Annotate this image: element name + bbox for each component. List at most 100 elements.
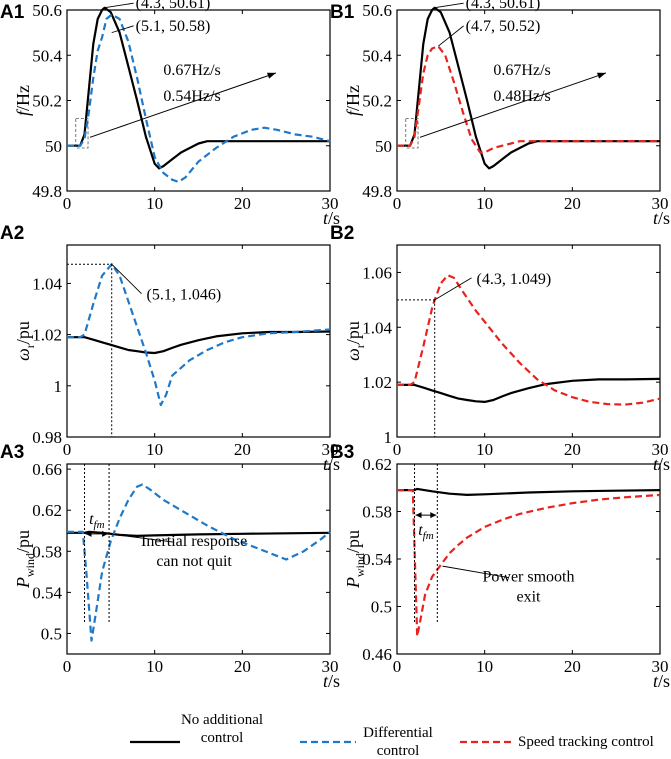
x-axis-label: t/s bbox=[653, 671, 670, 691]
series-line-none bbox=[67, 530, 331, 538]
series-line-speed bbox=[397, 45, 660, 154]
tfm-arrow-head bbox=[85, 530, 92, 537]
zoom-box bbox=[405, 118, 419, 149]
x-tick-label: 30 bbox=[322, 194, 339, 213]
x-tick-label: 10 bbox=[146, 657, 163, 676]
y-tick-label: 1 bbox=[54, 377, 63, 396]
callout-label: Power smooth bbox=[483, 569, 575, 586]
leader-line bbox=[111, 25, 134, 34]
tfm-arrow-head bbox=[430, 512, 437, 519]
rate-label: 0.48Hz/s bbox=[493, 88, 550, 105]
y-tick-label: 1.04 bbox=[32, 274, 62, 293]
y-tick-label: 50.6 bbox=[362, 1, 392, 20]
x-axis-label: t/s bbox=[323, 671, 340, 691]
x-tick-label: 10 bbox=[476, 194, 493, 213]
series-line-speed bbox=[397, 274, 661, 406]
x-tick-label: 0 bbox=[393, 440, 402, 459]
series-line-diff bbox=[67, 263, 331, 407]
x-tick-label: 30 bbox=[322, 440, 339, 459]
rate-arrow bbox=[419, 72, 607, 138]
y-tick-label: 0.66 bbox=[32, 460, 62, 479]
y-axis-label: ωr/pu bbox=[343, 321, 367, 361]
y-tick-label: 1 bbox=[384, 428, 393, 447]
x-tick-label: 20 bbox=[564, 657, 581, 676]
x-tick-label: 20 bbox=[564, 440, 581, 459]
panel-a3: 0 10 20 30 0.5 0.54 0.58 0.62 0.66 t/s Pwind/pu A3 t… bbox=[0, 442, 340, 691]
series-line-none bbox=[397, 487, 661, 496]
x-tick-label: 30 bbox=[652, 657, 669, 676]
y-tick-label: 50.2 bbox=[32, 92, 62, 111]
x-tick-label: 0 bbox=[393, 194, 402, 213]
x-tick-label: 10 bbox=[476, 657, 493, 676]
panel-label: A1 bbox=[0, 2, 25, 23]
leader-line bbox=[437, 25, 464, 47]
x-tick-label: 20 bbox=[234, 194, 251, 213]
x-tick-label: 30 bbox=[322, 657, 339, 676]
y-tick-label: 50.4 bbox=[32, 46, 62, 65]
zoom-box bbox=[75, 118, 89, 149]
series-line-speed bbox=[397, 489, 661, 638]
y-tick-label: 50 bbox=[45, 137, 62, 156]
rate-arrow bbox=[89, 72, 277, 138]
x-axis-label: t/s bbox=[653, 208, 670, 228]
legend-label: Differential bbox=[363, 725, 433, 741]
panel-b1: 0 10 20 30 49.8 50 50.2 50.4 50.6 t/s f/Hz B1 (4.3, … bbox=[330, 0, 670, 228]
y-tick-label: 0.5 bbox=[371, 598, 392, 617]
series-line-diff bbox=[67, 483, 331, 642]
series-line-none bbox=[397, 377, 661, 403]
y-tick-label: 0.98 bbox=[32, 428, 62, 447]
leader-line bbox=[104, 2, 134, 9]
x-tick-label: 10 bbox=[476, 440, 493, 459]
x-tick-label: 0 bbox=[63, 194, 72, 213]
y-tick-label: 0.58 bbox=[32, 542, 62, 561]
series-line-diff bbox=[67, 13, 331, 183]
y-tick-label: 0.5 bbox=[41, 624, 62, 643]
x-axis-label: t/s bbox=[323, 208, 340, 228]
legend: No additional control Differential control S… bbox=[130, 712, 654, 759]
rate-arrow-head bbox=[267, 72, 277, 79]
y-axis-label: f/Hz bbox=[13, 85, 33, 116]
leader-line bbox=[434, 277, 472, 301]
rate-arrow-head bbox=[597, 72, 607, 79]
legend-label: Speed tracking control bbox=[518, 734, 654, 750]
y-tick-label: 50 bbox=[375, 137, 392, 156]
legend-label: No additional bbox=[181, 712, 263, 728]
y-tick-label: 50.4 bbox=[362, 46, 392, 65]
x-tick-label: 10 bbox=[146, 440, 163, 459]
y-tick-label: 50.2 bbox=[362, 92, 392, 111]
annotation-label: (5.1, 50.58) bbox=[136, 18, 211, 35]
y-tick-label: 0.62 bbox=[362, 455, 392, 474]
y-tick-label: 1.02 bbox=[362, 373, 392, 392]
y-tick-label: 0.62 bbox=[32, 501, 62, 520]
y-tick-label: 0.54 bbox=[32, 583, 62, 602]
panel-label: B1 bbox=[330, 2, 355, 23]
tfm-arrow-head bbox=[415, 512, 422, 519]
axes-frame bbox=[396, 244, 661, 438]
axes-frame bbox=[66, 463, 331, 655]
callout-label: Inertial response bbox=[141, 533, 247, 550]
series-line-none bbox=[67, 330, 331, 355]
x-tick-label: 20 bbox=[234, 440, 251, 459]
x-tick-label: 30 bbox=[652, 440, 669, 459]
y-tick-label: 49.8 bbox=[32, 182, 62, 201]
x-tick-label: 0 bbox=[63, 657, 72, 676]
x-tick-label: 20 bbox=[234, 657, 251, 676]
panel-label: B2 bbox=[330, 223, 354, 244]
y-tick-label: 1.02 bbox=[32, 326, 62, 345]
panel-label: B3 bbox=[330, 442, 354, 463]
panel-label: A2 bbox=[0, 223, 24, 244]
y-tick-label: 1.04 bbox=[362, 318, 392, 337]
y-tick-label: 0.46 bbox=[362, 645, 392, 664]
callout-leader bbox=[442, 565, 509, 579]
annotation-label: (4.3, 50.61) bbox=[136, 0, 211, 12]
tfm-arrow-head bbox=[102, 530, 109, 537]
panel-b3: 0 10 20 30 0.46 0.5 0.54 0.58 0.62 t/s Pwind/pu B3 t… bbox=[330, 442, 670, 691]
y-tick-label: 50.6 bbox=[32, 1, 62, 20]
tfm-label: tfm bbox=[89, 511, 105, 531]
callout-label: exit bbox=[517, 589, 542, 606]
rate-label: 0.54Hz/s bbox=[163, 88, 220, 105]
y-axis-label: Pwind/pu bbox=[343, 530, 367, 589]
y-tick-label: 0.54 bbox=[362, 550, 392, 569]
